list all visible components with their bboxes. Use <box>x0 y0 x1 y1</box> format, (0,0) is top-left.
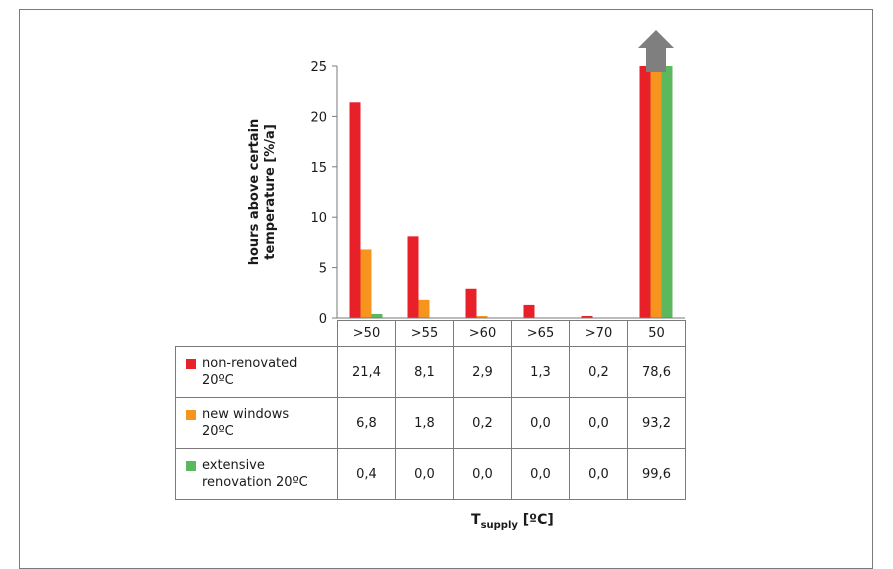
data-table: >50 >55 >60 >65 >70 50 non-renovated 20ºC… <box>175 320 686 500</box>
table-cell: 93,2 <box>627 397 686 449</box>
bar <box>581 315 593 318</box>
legend-entry-new-windows: new windows 20ºC <box>175 397 338 449</box>
y-axis-label-line-2: temperature [%/a] <box>263 124 278 260</box>
table-row: non-renovated 20ºC 21,4 8,1 2,9 1,3 0,2 7… <box>175 346 686 398</box>
y-tick-label: 25 <box>310 60 327 75</box>
bar <box>661 66 673 318</box>
bar <box>349 102 361 319</box>
bar <box>465 288 477 318</box>
legend-entry-extensive-renovation: extensive renovation 20ºC <box>175 448 338 500</box>
legend-label: 20ºC <box>202 424 234 439</box>
table-cell: 0,4 <box>337 448 396 500</box>
category-label: 50 <box>627 320 686 347</box>
y-tick-label: 15 <box>310 161 327 176</box>
bar-chart: hours above certain temperature [%/a] 0 5… <box>247 30 685 327</box>
y-axis-label: hours above certain temperature [%/a] <box>247 119 278 266</box>
table-cell: 21,4 <box>337 346 396 398</box>
legend-swatch-green <box>186 461 196 471</box>
table-cell: 78,6 <box>627 346 686 398</box>
table-corner <box>176 321 338 347</box>
legend-swatch-red <box>186 359 196 369</box>
category-label: >65 <box>511 320 570 347</box>
table-cell: 1,8 <box>395 397 454 449</box>
table-header-row: >50 >55 >60 >65 >70 50 <box>176 320 686 347</box>
table-cell: 0,0 <box>395 448 454 500</box>
table-cell: 2,9 <box>453 346 512 398</box>
y-tick-label: 10 <box>310 211 327 226</box>
table-cell: 0,2 <box>569 346 628 398</box>
table-cell: 0,2 <box>453 397 512 449</box>
table-cell: 0,0 <box>453 448 512 500</box>
table-cell: 1,3 <box>511 346 570 398</box>
bar <box>639 66 651 318</box>
bar <box>476 315 488 318</box>
legend-label: new windows <box>202 407 290 422</box>
up-arrow-icon <box>638 30 674 72</box>
x-axis-title-unit: [ºC] <box>522 512 554 528</box>
x-axis-title-subscript: supply <box>480 519 518 531</box>
table-row: extensive renovation 20ºC 0,4 0,0 0,0 0,0… <box>175 448 686 500</box>
category-label: >70 <box>569 320 628 347</box>
bar <box>523 304 535 318</box>
table-cell: 8,1 <box>395 346 454 398</box>
bar <box>371 313 383 318</box>
bar <box>650 66 662 318</box>
y-tick-label: 0 <box>319 312 327 327</box>
y-tick-label: 20 <box>310 110 327 125</box>
y-tick-label: 5 <box>319 262 327 277</box>
category-label: >60 <box>453 320 512 347</box>
y-axis-label-line-1: hours above certain <box>247 119 262 266</box>
legend-entry-non-renovated: non-renovated 20ºC <box>175 346 338 398</box>
bar <box>407 236 419 318</box>
legend-label: non-renovated <box>202 356 298 371</box>
table-cell: 0,0 <box>511 448 570 500</box>
table-cell: 6,8 <box>337 397 396 449</box>
legend-label: renovation 20ºC <box>202 475 308 490</box>
x-axis-title: Tsupply [ºC] <box>471 512 554 531</box>
bar <box>360 249 372 318</box>
legend-swatch-orange <box>186 410 196 420</box>
x-axis-title-main: T <box>471 512 481 528</box>
table-cell: 0,0 <box>511 397 570 449</box>
category-label: >55 <box>395 320 454 347</box>
table-row: new windows 20ºC 6,8 1,8 0,2 0,0 0,0 93,2 <box>175 397 686 449</box>
legend-label: extensive <box>202 458 265 473</box>
table-cell: 0,0 <box>569 448 628 500</box>
bar <box>418 299 430 318</box>
table-cell: 99,6 <box>627 448 686 500</box>
legend-label: 20ºC <box>202 373 234 388</box>
category-label: >50 <box>337 320 396 347</box>
table-cell: 0,0 <box>569 397 628 449</box>
